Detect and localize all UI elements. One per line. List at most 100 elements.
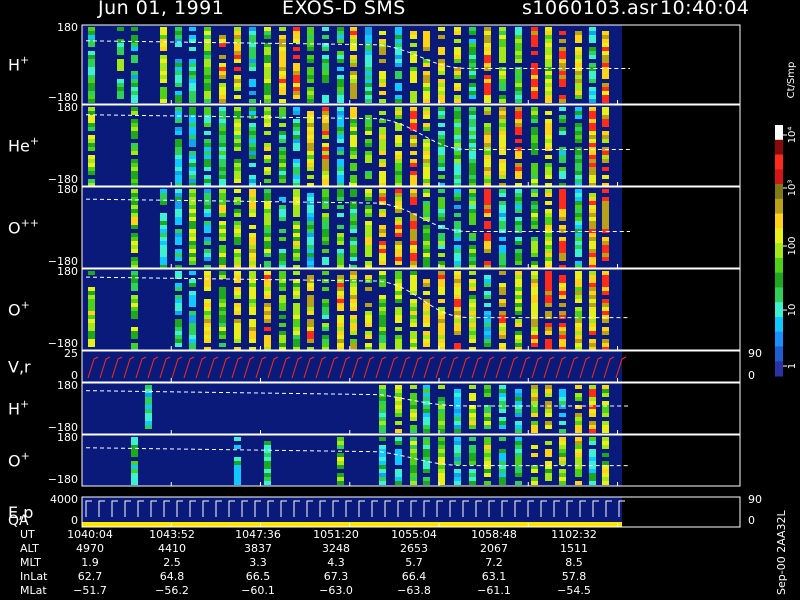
spectrogram-cell — [602, 421, 609, 425]
spectrogram-cell — [88, 171, 95, 175]
spectrogram-cell — [337, 159, 344, 163]
spectrogram-cell — [175, 335, 182, 339]
spectrogram-cell — [131, 43, 138, 47]
spectrogram-cell — [249, 339, 256, 343]
spectrogram-cell — [438, 71, 445, 75]
spectrogram-cell — [589, 343, 596, 347]
spectrogram-cell — [379, 461, 386, 465]
spectrogram-cell — [589, 193, 596, 197]
spectrogram-cell — [438, 197, 445, 201]
spectrogram-cell — [337, 347, 344, 351]
spectrogram-cell — [438, 135, 445, 139]
spectrogram-cell — [515, 67, 522, 71]
spectrogram-cell — [602, 139, 609, 143]
velocity-mark — [567, 356, 579, 379]
colorbar-tick-label: 10⁴ — [787, 127, 798, 144]
spectrogram-cell — [293, 95, 300, 99]
spectrogram-cell — [234, 201, 241, 205]
colorbar-swatch — [775, 154, 783, 170]
ephemeris-value: −51.7 — [73, 584, 107, 597]
spectrogram-cell — [204, 229, 211, 233]
spectrogram-cell — [175, 143, 182, 147]
spectrogram-cell — [234, 225, 241, 229]
spectrogram-cell — [545, 453, 552, 457]
spectrogram-cell — [499, 261, 506, 265]
spectrogram-cell — [395, 189, 402, 193]
spectrogram-cell — [454, 197, 461, 201]
energy-step — [215, 500, 222, 517]
spectrogram-cell — [189, 59, 196, 63]
spectrogram-cell — [438, 209, 445, 213]
ephemeris-value: 57.8 — [561, 570, 587, 583]
spectrogram-cell — [410, 163, 417, 167]
velocity-mark — [471, 356, 483, 379]
spectrogram-cell — [515, 221, 522, 225]
spectrogram-cell — [219, 43, 226, 47]
velocity-mark — [351, 356, 363, 379]
spectrogram-cell — [484, 445, 491, 449]
spectrogram-cell — [160, 233, 167, 237]
spectrogram-cell — [307, 197, 314, 201]
spectrogram-cell — [559, 429, 566, 433]
spectrogram-cell — [264, 347, 271, 351]
spectrogram-cell — [189, 295, 196, 299]
spectrogram-cell — [395, 39, 402, 43]
spectrogram-cell — [307, 237, 314, 241]
spectrogram-cell — [234, 241, 241, 245]
spectrogram-cell — [575, 385, 582, 389]
energy-step — [137, 500, 144, 517]
spectrogram-cell — [337, 445, 344, 449]
spectrogram-cell — [469, 233, 476, 237]
spectrogram-cell — [204, 279, 211, 283]
spectrogram-cell — [545, 389, 552, 393]
spectrogram-cell — [204, 47, 211, 51]
spectrogram-cell — [515, 311, 522, 315]
panel-data-area — [82, 383, 622, 434]
spectrogram-cell — [204, 51, 211, 55]
spectrogram-cell — [145, 405, 152, 409]
spectrogram-cell — [293, 201, 300, 205]
spectrogram-cell — [438, 213, 445, 217]
spectrogram-cell — [379, 299, 386, 303]
spectrogram-cell — [484, 179, 491, 183]
spectrogram-cell — [350, 111, 357, 115]
spectrogram-cell — [559, 457, 566, 461]
spectrogram-cell — [88, 343, 95, 347]
spectrogram-cell — [602, 39, 609, 43]
spectrogram-cell — [264, 295, 271, 299]
spectrogram-cell — [234, 175, 241, 179]
spectrogram-cell — [395, 217, 402, 221]
spectrogram-cell — [131, 461, 138, 465]
spectrogram-cell — [234, 115, 241, 119]
spectrogram-cell — [454, 221, 461, 225]
spectrogram-cell — [293, 111, 300, 115]
spectrogram-cell — [249, 299, 256, 303]
spectrogram-cell — [438, 237, 445, 241]
spectrogram-cell — [88, 315, 95, 319]
spectrogram-cell — [499, 465, 506, 469]
spectrogram-cell — [484, 99, 491, 103]
spectrogram-cell — [322, 347, 329, 351]
spectrogram-cell — [395, 35, 402, 39]
spectrogram-cell — [337, 197, 344, 201]
spectrogram-cell — [234, 229, 241, 233]
spectrogram-cell — [264, 473, 271, 477]
spectrogram-cell — [337, 171, 344, 175]
spectrogram-cell — [365, 143, 372, 147]
spectrogram-cell — [531, 95, 538, 99]
colorbar-swatch — [775, 213, 783, 229]
spectrogram-cell — [395, 31, 402, 35]
spectrogram-cell — [559, 393, 566, 397]
spectrogram-cell — [350, 225, 357, 229]
spectrogram-cell — [545, 287, 552, 291]
spectrogram-cell — [395, 271, 402, 275]
spectrogram-cell — [264, 303, 271, 307]
spectrogram-cell — [175, 275, 182, 279]
energy-step — [150, 500, 157, 517]
spectrogram-cell — [131, 47, 138, 51]
spectrogram-cell — [117, 83, 124, 87]
spectrogram-cell — [531, 131, 538, 135]
spectrogram-cell — [423, 319, 430, 323]
spectrogram-cell — [379, 457, 386, 461]
spectrogram-cell — [175, 237, 182, 241]
